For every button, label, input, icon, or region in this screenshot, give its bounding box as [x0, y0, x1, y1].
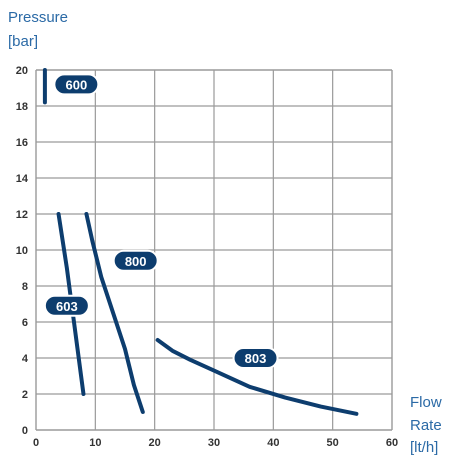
series-layer — [42, 68, 359, 416]
x-axis-title-line1: Flow — [410, 394, 442, 411]
series-line-803 — [155, 338, 359, 416]
series-labels: 600 603 800 803 — [43, 73, 279, 369]
series-line-800 — [84, 212, 145, 414]
y-tick-label: 18 — [16, 101, 28, 113]
x-tick-label: 0 — [33, 437, 39, 449]
y-tick-label: 12 — [16, 209, 28, 221]
series-line-603 — [56, 212, 86, 396]
series-badge-800 — [112, 249, 159, 272]
x-axis-title-line3: [lt/h] — [410, 439, 438, 456]
series-label-800: 800 — [125, 254, 147, 269]
y-axis-title-line2: [bar] — [8, 33, 38, 50]
y-tick-label: 14 — [16, 173, 29, 185]
y-tick-label: 2 — [22, 389, 28, 401]
series-label-603: 603 — [56, 299, 78, 314]
y-tick-label: 4 — [22, 353, 29, 365]
y-tick-label: 8 — [22, 281, 28, 293]
y-tick-label: 6 — [22, 317, 28, 329]
x-tick-label: 30 — [208, 437, 220, 449]
x-tick-label: 10 — [89, 437, 101, 449]
y-axis-title-line1: Pressure — [8, 9, 68, 26]
grid — [35, 69, 393, 431]
x-axis-title-line2: Rate — [410, 417, 442, 434]
y-tick-label: 10 — [16, 245, 28, 257]
series-label-803: 803 — [245, 351, 267, 366]
y-tick-label: 20 — [16, 65, 28, 77]
series-badge-603 — [43, 294, 90, 317]
x-tick-label: 20 — [149, 437, 161, 449]
x-tick-label: 50 — [327, 437, 339, 449]
series-label-600: 600 — [65, 77, 87, 92]
series-badge-803 — [232, 347, 279, 369]
y-tick-label: 16 — [16, 137, 28, 149]
x-tick-label: 40 — [267, 437, 279, 449]
x-tick-label: 60 — [386, 437, 398, 449]
y-tick-label: 0 — [22, 425, 28, 437]
series-badge-600 — [53, 73, 100, 96]
